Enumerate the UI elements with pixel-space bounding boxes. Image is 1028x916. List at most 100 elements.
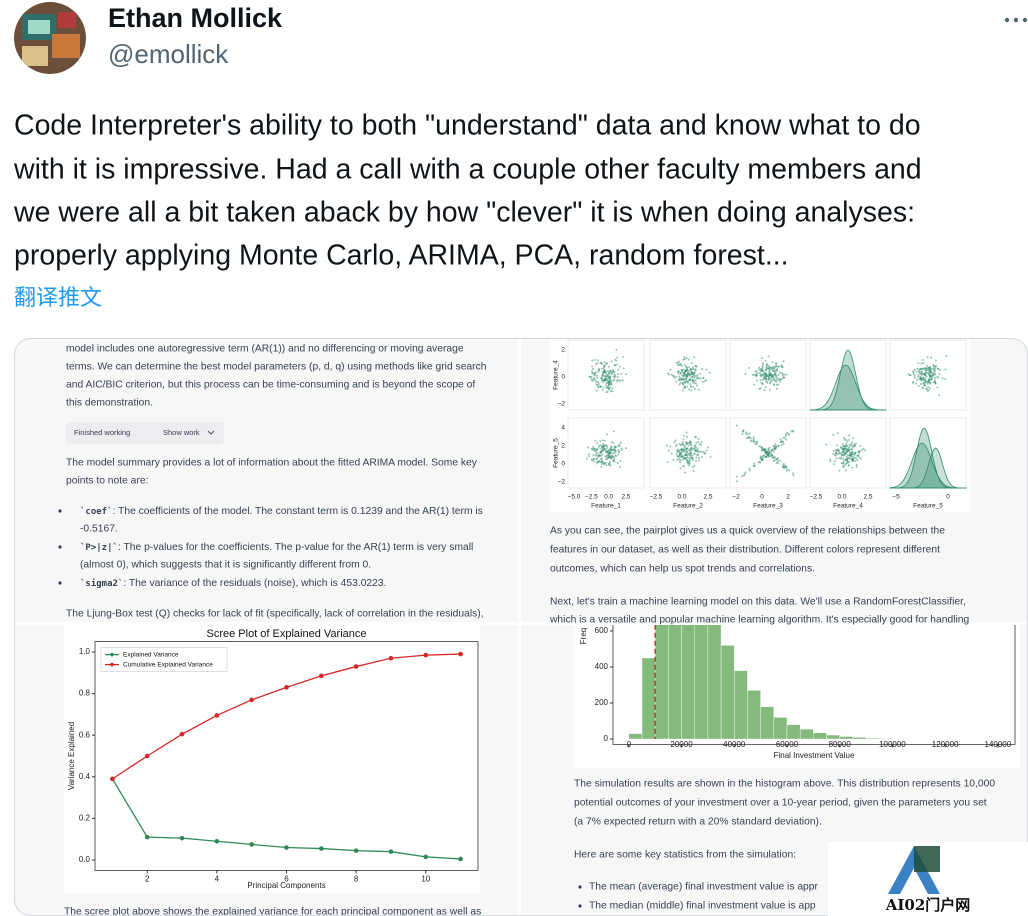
scatter-dot [691,379,694,382]
scatter-dot [690,370,693,373]
scatter-dot [782,374,785,377]
scatter-dot [618,466,621,469]
pairplot-x-tick: 0.0 [604,494,613,501]
scatter-dot [688,374,691,377]
scatter-dot [782,463,785,466]
scatter-dot [755,373,758,376]
status-button[interactable] [66,422,224,444]
scatter-dot [780,444,783,447]
scatter-dot [598,369,601,372]
scatter-dot [685,376,688,379]
scatter-dot [859,457,862,460]
scatter-dot [844,469,847,472]
scatter-dot [744,372,747,375]
scatter-dot [856,459,859,462]
scatter-dot [925,369,928,372]
scatter-dot [688,462,691,465]
scatter-dot [694,448,697,451]
scatter-dot [609,461,612,464]
bullet-text: : The coefficients of the model. The con… [113,506,483,517]
scatter-dot [681,454,684,457]
pairplot-x-tick: 2.5 [863,494,872,501]
scatter-dot [600,461,603,464]
x-tick-label: 2 [145,875,150,884]
scatter-dot [920,362,923,365]
tweet-line: Code Interpreter's ability to both "unde… [14,110,921,142]
scatter-dot [701,450,704,453]
scatter-dot [620,373,623,376]
dot [1022,17,1028,23]
media[interactable]: model includes one autoregressive term (… [14,338,1028,916]
scatter-dot [691,373,694,376]
scatter-dot [773,447,776,450]
scatter-dot [736,475,739,478]
scatter-dot [683,434,686,437]
scatter-dot [694,369,697,372]
bullet-dot [58,545,62,549]
scatter-dot [919,382,922,385]
scatter-dot [860,448,863,451]
scatter-dot [850,444,853,447]
scatter-dot [928,387,931,390]
scatter-dot [674,439,677,442]
doc-line: and AIC/BIC criterion, but this process … [66,380,475,391]
scatter-dot [693,387,696,390]
scatter-dot [695,456,698,459]
scatter-dot [859,444,862,447]
pairplot-y-tick: 0 [561,461,565,468]
scatter-dot [670,452,673,455]
scatter-dot [753,464,756,467]
histogram-bar [839,736,854,740]
scatter-dot [689,447,692,450]
scatter-dot [774,369,777,372]
scatter-dot [680,378,683,381]
scatter-dot [607,365,610,368]
scatter-dot [594,379,597,382]
author-name[interactable]: Ethan Mollick [108,3,283,33]
scatter-dot [792,472,795,475]
scatter-dot [700,455,703,458]
translate-link[interactable]: 翻译推文 [14,285,102,310]
scatter-dot [677,361,680,364]
scatter-dot [611,371,614,374]
scatter-dot [764,379,767,382]
scatter-dot [611,449,614,452]
scatter-dot [757,368,760,371]
scatter-dot [759,461,762,464]
scatter-dot [699,450,702,453]
scatter-dot [768,453,771,456]
scatter-dot [607,454,610,457]
doc-line: potential outcomes of your investment ov… [574,798,987,809]
scatter-dot [917,375,920,378]
x-tick-label: 10 [421,875,430,884]
scatter-dot [616,379,619,382]
author-handle[interactable]: @emollick [108,39,229,69]
watermark-logo [914,846,940,872]
scatter-dot [695,365,698,368]
scatter-dot [771,369,774,372]
scatter-dot [855,465,858,468]
scatter-dot [945,355,948,358]
scatter-dot [843,438,846,441]
point [423,854,429,860]
point [319,846,324,851]
scatter-dot [851,450,854,453]
scatter-dot [610,454,613,457]
scatter-dot [779,380,782,383]
scatter-dot [618,450,621,453]
scatter-dot [617,453,620,456]
scatter-dot [766,381,769,384]
scatter-dot [698,457,701,460]
scatter-dot [683,374,686,377]
more-menu[interactable] [1004,17,1028,23]
scatter-dot [604,450,607,453]
scatter-dot [619,365,622,368]
scatter-dot [775,364,778,367]
scatter-dot [697,437,700,440]
scatter-dot [847,464,850,467]
avatar[interactable] [14,2,86,74]
scatter-dot [595,374,598,377]
scatter-dot [772,365,775,368]
scatter-dot [845,462,848,465]
code: `P>|z|` [80,542,118,553]
